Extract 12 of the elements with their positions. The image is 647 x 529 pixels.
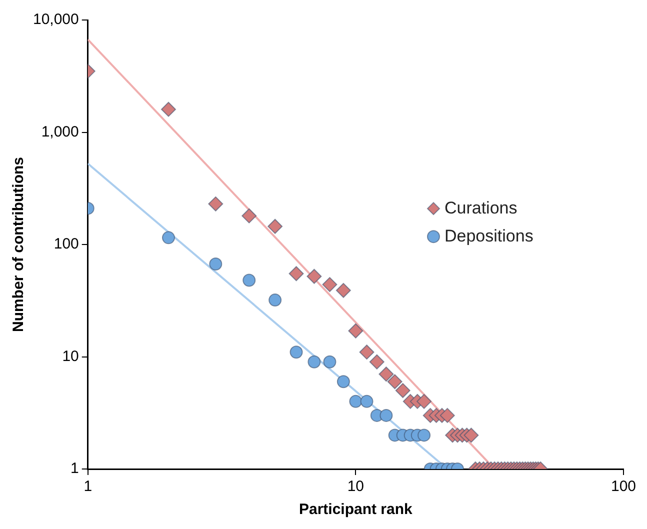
y-tick-label: 100 (54, 236, 79, 253)
y-axis-title: Number of contributions (10, 157, 28, 332)
y-tick-label: 1 (70, 460, 79, 478)
x-tick-label: 1 (84, 478, 92, 496)
y-tick-label: 10,000 (32, 11, 79, 28)
x-axis-title: Participant rank (298, 501, 414, 518)
y-tick-label: 10 (62, 348, 79, 365)
legend-label: Depositions (444, 226, 534, 246)
y-tick-label: 1,000 (41, 123, 79, 140)
x-tick-label: 10 (347, 478, 364, 496)
x-tick-label: 100 (610, 478, 636, 496)
legend-label: Curations (444, 198, 518, 218)
